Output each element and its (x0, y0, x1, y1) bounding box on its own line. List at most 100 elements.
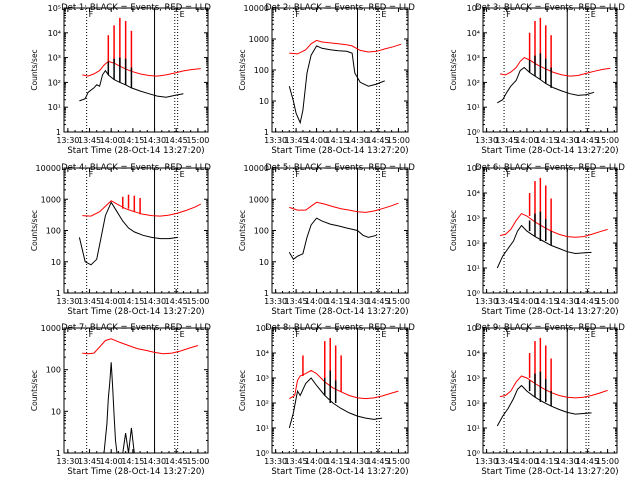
chart-title: Det 7: BLACK = Events, RED = LLD (61, 323, 211, 333)
x-tick-label: 15:00 (596, 297, 619, 306)
marker-label: F (89, 10, 94, 19)
series-line-red (82, 60, 201, 77)
y-tick-label: 1000 (249, 35, 269, 44)
y-tick-label: 1 (264, 128, 269, 137)
y-axis-label: Counts/sec (238, 49, 247, 90)
x-tick-label: 14:00 (100, 457, 123, 466)
series-line-black (288, 217, 377, 261)
marker-label: E (591, 170, 596, 179)
y-tick-label: 10⁵ (467, 324, 480, 333)
series-line-black (288, 45, 385, 125)
plot-frame (63, 167, 209, 294)
series-line-black (103, 362, 135, 453)
y-tick-label: 10² (467, 78, 480, 87)
y-tick-label: 10⁰ (467, 128, 480, 137)
y-tick-label: 1000 (41, 195, 61, 204)
x-tick-label: 14:30 (143, 297, 166, 306)
chart-panel: 1 10 100 1000 10000 13:3013:4514:0014:1514:30… (30, 163, 211, 317)
x-tick-label: 13:45 (495, 297, 518, 306)
x-tick-label: 13:45 (285, 297, 308, 306)
x-tick-label: 14:45 (576, 297, 599, 306)
marker-label: E (180, 10, 185, 19)
plot-frame (63, 327, 209, 454)
chart-title: Det 1: BLACK = Events, RED = LLD (61, 3, 211, 13)
x-tick-label: 14:45 (576, 457, 599, 466)
y-tick-label: 10⁵ (467, 4, 480, 13)
x-tick-label: 14:00 (305, 136, 328, 145)
x-axis-label: Start Time (28-Oct-14 13:27:20) (67, 467, 204, 477)
marker-label: F (295, 330, 300, 339)
x-axis-label: Start Time (28-Oct-14 13:27:20) (481, 307, 618, 317)
chart-panel: 10⁰10¹10²10³10⁴10⁵13:3013:4514:0014:1514… (449, 3, 625, 156)
x-axis-label: Start Time (28-Oct-14 13:27:20) (481, 146, 618, 156)
y-axis-label: Counts/sec (30, 370, 39, 411)
chart-title: Det 4: BLACK = Events, RED = LLD (61, 163, 211, 173)
plot-frame (482, 167, 618, 294)
y-tick-label: 10¹ (467, 103, 480, 112)
y-tick-label: 10¹ (256, 424, 269, 433)
x-axis-label: Start Time (28-Oct-14 13:27:20) (67, 307, 204, 317)
x-tick-label: 14:30 (346, 297, 369, 306)
x-tick-label: 14:15 (326, 297, 349, 306)
y-tick-label: 10⁴ (467, 189, 480, 198)
plot-frame (63, 7, 209, 133)
plot-frame (482, 7, 618, 133)
y-tick-label: 1 (264, 289, 269, 298)
x-tick-label: 13:30 (475, 136, 498, 145)
y-tick-label: 10⁰ (256, 449, 269, 458)
x-tick-label: 14:45 (366, 136, 389, 145)
marker-label: F (506, 170, 511, 179)
y-tick-label: 10⁴ (256, 349, 269, 358)
x-tick-label: 14:15 (326, 136, 349, 145)
y-tick-label: 100 (254, 66, 269, 75)
x-tick-label: 14:15 (536, 297, 559, 306)
series-line-red (499, 375, 608, 399)
y-tick-label: 10² (48, 78, 61, 87)
x-tick-label: 14:30 (556, 457, 579, 466)
chart-panel: 10⁰10¹10²10³10⁴10⁵13:3013:4514:0014:1514… (238, 323, 415, 477)
y-tick-label: 10 (259, 97, 269, 106)
series-line-red (289, 39, 402, 55)
chart-panel: 1 10 100 1000 10000 13:3013:4514:0014:1514:30… (238, 3, 415, 156)
y-tick-label: 10⁵ (48, 4, 61, 13)
y-tick-label: 10² (467, 239, 480, 248)
x-tick-label: 13:30 (264, 457, 287, 466)
x-tick-label: 14:00 (305, 457, 328, 466)
y-tick-label: 10 (51, 258, 61, 267)
x-tick-label: 14:00 (515, 457, 538, 466)
x-tick-label: 14:45 (165, 457, 188, 466)
x-tick-label: 13:45 (285, 136, 308, 145)
marker-label: E (591, 10, 596, 19)
chart-title: Det 6: BLACK = Events, RED = LLD (475, 163, 625, 173)
x-tick-label: 14:30 (143, 457, 166, 466)
x-tick-label: 14:00 (305, 297, 328, 306)
y-axis-label: Counts/sec (238, 210, 247, 251)
y-tick-label: 10⁴ (467, 349, 480, 358)
x-tick-label: 14:45 (366, 457, 389, 466)
x-tick-label: 15:00 (186, 457, 209, 466)
x-axis-label: Start Time (28-Oct-14 13:27:20) (271, 146, 408, 156)
x-tick-label: 13:30 (264, 136, 287, 145)
y-axis-label: Counts/sec (238, 370, 247, 411)
y-axis-label: Counts/sec (449, 210, 458, 251)
x-tick-label: 13:45 (495, 136, 518, 145)
x-axis-label: Start Time (28-Oct-14 13:27:20) (67, 146, 204, 156)
x-tick-label: 13:45 (495, 457, 518, 466)
y-tick-label: 10000 (36, 164, 61, 173)
series-line-black (497, 66, 595, 104)
x-tick-label: 15:00 (596, 136, 619, 145)
y-tick-label: 10⁰ (467, 449, 480, 458)
x-tick-label: 14:00 (100, 297, 123, 306)
y-tick-label: 1 (56, 128, 61, 137)
y-axis-label: Counts/sec (449, 49, 458, 90)
series-line-black (78, 201, 178, 266)
y-tick-label: 10³ (467, 54, 480, 63)
x-tick-label: 14:15 (536, 136, 559, 145)
y-tick-label: 100 (46, 227, 61, 236)
series-line-red (82, 200, 202, 217)
x-tick-label: 15:00 (387, 457, 410, 466)
y-tick-label: 10 (259, 258, 269, 267)
series-line-red (289, 369, 399, 400)
x-tick-label: 14:15 (121, 297, 144, 306)
